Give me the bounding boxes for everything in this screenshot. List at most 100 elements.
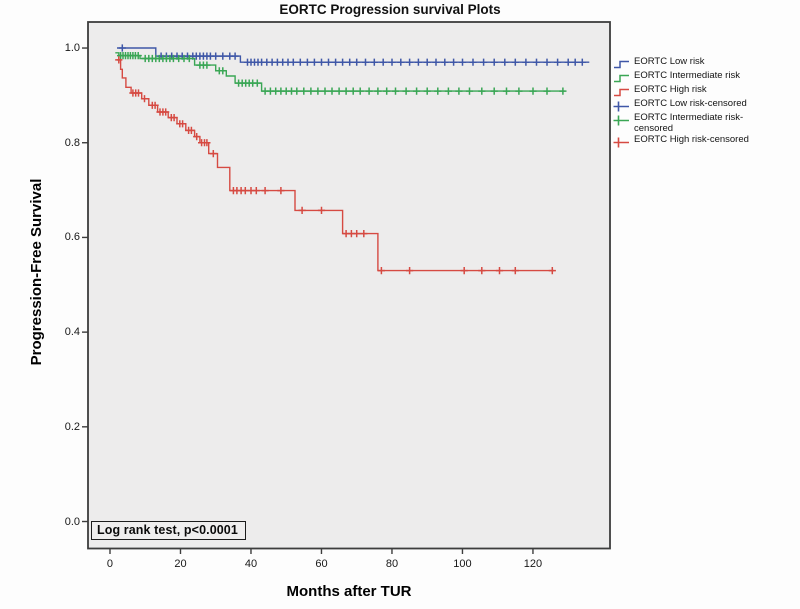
censor-mark: [423, 87, 431, 95]
censor-mark: [179, 120, 187, 128]
legend-label: EORTC High risk-censored: [634, 134, 749, 146]
censor-mark: [365, 87, 373, 95]
censor-mark: [529, 87, 537, 95]
censor-mark: [444, 87, 452, 95]
censor-mark: [219, 52, 227, 60]
censor-mark: [342, 87, 350, 95]
legend: EORTC Low risk EORTC Intermediate risk E…: [613, 56, 797, 149]
y-tick-label: 0.4: [64, 326, 80, 339]
censor-mark: [203, 61, 211, 69]
censor-mark: [532, 58, 541, 66]
censor-mark: [501, 58, 509, 66]
censor-mark: [307, 87, 315, 95]
censor-mark: [261, 187, 269, 195]
censor-mark: [469, 58, 477, 66]
censor-mark: [203, 139, 211, 147]
censor-mark: [490, 87, 498, 95]
x-axis-label: Months after TUR: [286, 583, 412, 600]
censor-mark: [209, 150, 217, 158]
survival-curve-eortc-intermediate-risk: [115, 52, 567, 95]
intermediate-risk-line-glyph: [614, 74, 629, 83]
censor-mark: [441, 58, 449, 66]
censor-mark: [162, 108, 170, 116]
censor-mark: [118, 44, 126, 52]
censor-mark: [432, 58, 440, 66]
survival-curve-eortc-high-risk: [115, 56, 556, 275]
censor-mark: [455, 87, 463, 95]
censor-mark: [353, 58, 361, 66]
legend-item-high-risk-censored: EORTC High risk-censored: [613, 135, 797, 148]
x-tick-label: 0: [106, 557, 114, 570]
censor-mark: [187, 126, 195, 134]
censor-mark: [548, 267, 556, 275]
censor-mark: [212, 52, 220, 60]
legend-item-high-risk: EORTC High risk: [613, 84, 797, 98]
censor-mark: [564, 58, 572, 66]
censor-mark: [361, 58, 370, 66]
censor-mark: [277, 187, 285, 195]
x-tick-label: 80: [385, 557, 399, 570]
censor-mark: [349, 87, 357, 95]
censor-mark: [571, 58, 579, 66]
legend-label: EORTC High risk: [634, 84, 707, 95]
censor-mark: [511, 58, 519, 66]
censor-mark: [383, 87, 391, 95]
y-tick-label: 0.8: [64, 136, 80, 149]
logrank-annotation: Log rank test, p<0.0001: [91, 521, 246, 540]
censor-mark: [253, 79, 261, 87]
censor-mark: [170, 114, 178, 122]
censor-mark: [231, 52, 239, 60]
censor-mark: [554, 58, 562, 66]
censor-mark: [406, 58, 414, 66]
censor-mark: [406, 267, 414, 275]
censor-mark: [140, 95, 149, 103]
censor-mark: [478, 267, 486, 275]
censor-mark: [346, 58, 354, 66]
low-risk-line-glyph: [614, 60, 629, 69]
censor-mark: [360, 230, 368, 238]
low-risk-censored-glyph: [613, 101, 629, 112]
legend-item-low-risk: EORTC Low risk: [613, 56, 797, 70]
censor-mark: [317, 58, 326, 66]
censor-mark: [289, 58, 297, 66]
plot-frame: [87, 21, 611, 550]
censor-mark: [134, 52, 142, 60]
censor-mark: [293, 87, 301, 95]
y-tick-label: 1.0: [64, 42, 80, 55]
chart-title: EORTC Progression survival Plots: [279, 2, 501, 17]
censor-mark: [377, 267, 385, 275]
censor-mark: [434, 87, 442, 95]
censor-mark: [578, 58, 586, 66]
censor-mark: [458, 58, 467, 66]
censor-mark: [478, 87, 486, 95]
censor-mark: [515, 87, 523, 95]
censor-mark: [379, 58, 387, 66]
censor-mark: [543, 87, 551, 95]
legend-label: EORTC Intermediate risk: [634, 70, 740, 81]
censor-mark: [450, 58, 458, 66]
censor-mark: [335, 87, 343, 95]
censor-mark: [151, 101, 159, 109]
legend-label: EORTC Low risk: [634, 56, 705, 67]
censor-mark: [480, 58, 488, 66]
legend-label: EORTC Intermediate risk-censored: [634, 112, 744, 134]
censor-mark: [423, 58, 431, 66]
censor-mark: [317, 206, 326, 214]
censor-mark: [397, 58, 405, 66]
censor-mark: [402, 87, 410, 95]
high-risk-line-glyph: [614, 88, 629, 97]
censor-mark: [522, 58, 530, 66]
censor-mark: [511, 267, 519, 275]
censor-mark: [303, 58, 311, 66]
censor-mark: [543, 58, 551, 66]
censor-mark: [414, 58, 422, 66]
high-risk-censored-glyph: [613, 137, 629, 148]
legend-item-low-risk-censored: EORTC Low risk-censored: [613, 98, 797, 112]
x-tick-label: 120: [523, 557, 543, 570]
censor-mark: [134, 89, 143, 97]
censor-mark: [185, 54, 193, 63]
censor-mark: [339, 58, 347, 66]
censor-mark: [374, 87, 382, 95]
censor-mark: [296, 58, 304, 66]
